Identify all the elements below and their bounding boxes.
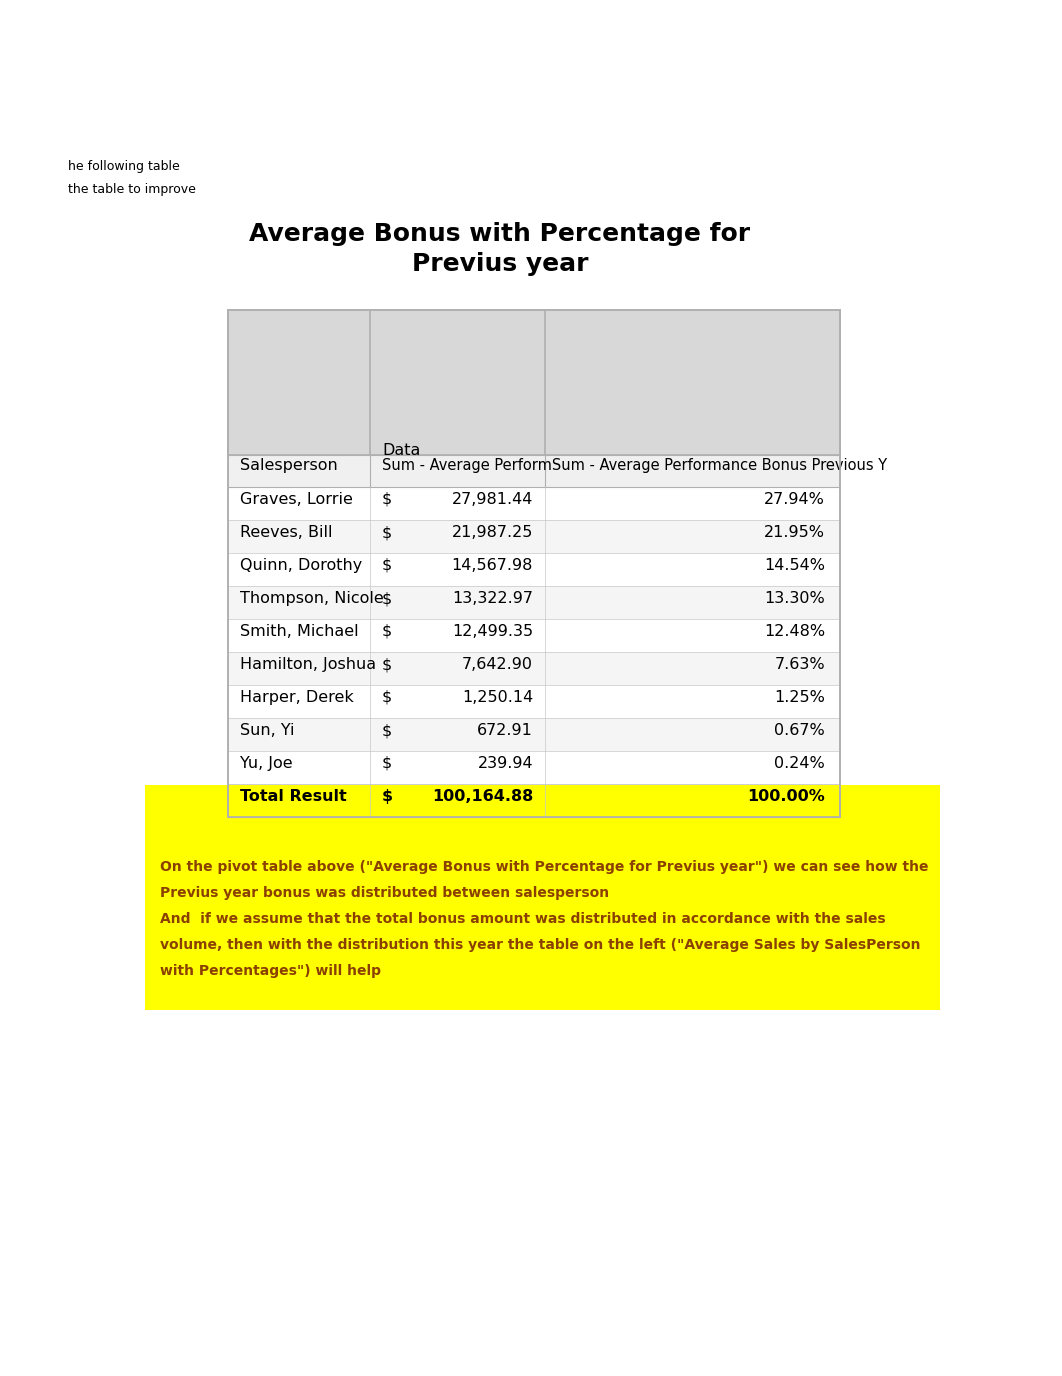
Text: 0.67%: 0.67% — [774, 722, 825, 738]
Bar — [228, 455, 840, 487]
Text: Data: Data — [382, 443, 421, 458]
Text: Harper, Derek: Harper, Derek — [240, 689, 354, 705]
Text: 13.30%: 13.30% — [765, 592, 825, 605]
Text: $: $ — [382, 493, 392, 506]
Text: Graves, Lorrie: Graves, Lorrie — [240, 493, 353, 506]
Text: Smith, Michael: Smith, Michael — [240, 623, 359, 638]
Bar — [228, 553, 840, 586]
Text: Yu, Joe: Yu, Joe — [240, 755, 293, 771]
Bar — [228, 586, 840, 619]
Text: Sum - Average PerformSum - Average Performance Bonus Previous Y: Sum - Average PerformSum - Average Perfo… — [382, 458, 887, 473]
Bar — [228, 751, 840, 784]
Text: the table to improve: the table to improve — [68, 183, 195, 195]
Text: 0.24%: 0.24% — [774, 755, 825, 771]
Text: 27.94%: 27.94% — [765, 493, 825, 506]
Text: Hamilton, Joshua: Hamilton, Joshua — [240, 656, 376, 671]
Text: $: $ — [382, 623, 392, 638]
Text: volume, then with the distribution this year the table on the left ("Average Sal: volume, then with the distribution this … — [160, 938, 921, 952]
Bar — [228, 310, 840, 455]
Bar — [228, 784, 840, 817]
Text: $: $ — [382, 755, 392, 771]
Text: 100.00%: 100.00% — [748, 788, 825, 804]
Text: $: $ — [382, 788, 393, 804]
Text: Reeves, Bill: Reeves, Bill — [240, 526, 332, 539]
Bar — [228, 520, 840, 553]
Bar — [228, 310, 840, 817]
Bar — [228, 619, 840, 652]
Text: $: $ — [382, 689, 392, 705]
Text: 12.48%: 12.48% — [764, 623, 825, 638]
Text: $: $ — [382, 559, 392, 572]
Text: 1.25%: 1.25% — [774, 689, 825, 705]
Text: Salesperson: Salesperson — [240, 458, 338, 473]
Text: Previus year bonus was distributed between salesperson: Previus year bonus was distributed betwe… — [160, 886, 610, 900]
Text: 1,250.14: 1,250.14 — [462, 689, 533, 705]
Text: 100,164.88: 100,164.88 — [432, 788, 533, 804]
Bar — [145, 784, 940, 1010]
Text: 27,981.44: 27,981.44 — [451, 493, 533, 506]
Text: 21,987.25: 21,987.25 — [451, 526, 533, 539]
Text: 7.63%: 7.63% — [774, 656, 825, 671]
Text: with Percentages") will help: with Percentages") will help — [160, 965, 381, 978]
Text: On the pivot table above ("Average Bonus with Percentage for Previus year") we c: On the pivot table above ("Average Bonus… — [160, 860, 928, 874]
Text: $: $ — [382, 722, 392, 738]
Bar — [228, 652, 840, 685]
Text: Total Result: Total Result — [240, 788, 347, 804]
Text: Sun, Yi: Sun, Yi — [240, 722, 294, 738]
Text: 13,322.97: 13,322.97 — [452, 592, 533, 605]
Text: $: $ — [382, 656, 392, 671]
Text: Average Bonus with Percentage for
Previus year: Average Bonus with Percentage for Previu… — [250, 222, 751, 275]
Text: he following table: he following table — [68, 160, 179, 173]
Text: 239.94: 239.94 — [478, 755, 533, 771]
Text: 7,642.90: 7,642.90 — [462, 656, 533, 671]
Text: $: $ — [382, 526, 392, 539]
Text: 672.91: 672.91 — [477, 722, 533, 738]
Text: 12,499.35: 12,499.35 — [451, 623, 533, 638]
Text: 14,567.98: 14,567.98 — [451, 559, 533, 572]
Text: 21.95%: 21.95% — [764, 526, 825, 539]
Text: And  if we assume that the total bonus amount was distributed in accordance with: And if we assume that the total bonus am… — [160, 912, 886, 926]
Bar — [228, 718, 840, 751]
Text: Quinn, Dorothy: Quinn, Dorothy — [240, 559, 362, 572]
Text: 14.54%: 14.54% — [764, 559, 825, 572]
Bar — [228, 487, 840, 520]
Text: $: $ — [382, 592, 392, 605]
Bar — [228, 685, 840, 718]
Text: Thompson, Nicole: Thompson, Nicole — [240, 592, 383, 605]
